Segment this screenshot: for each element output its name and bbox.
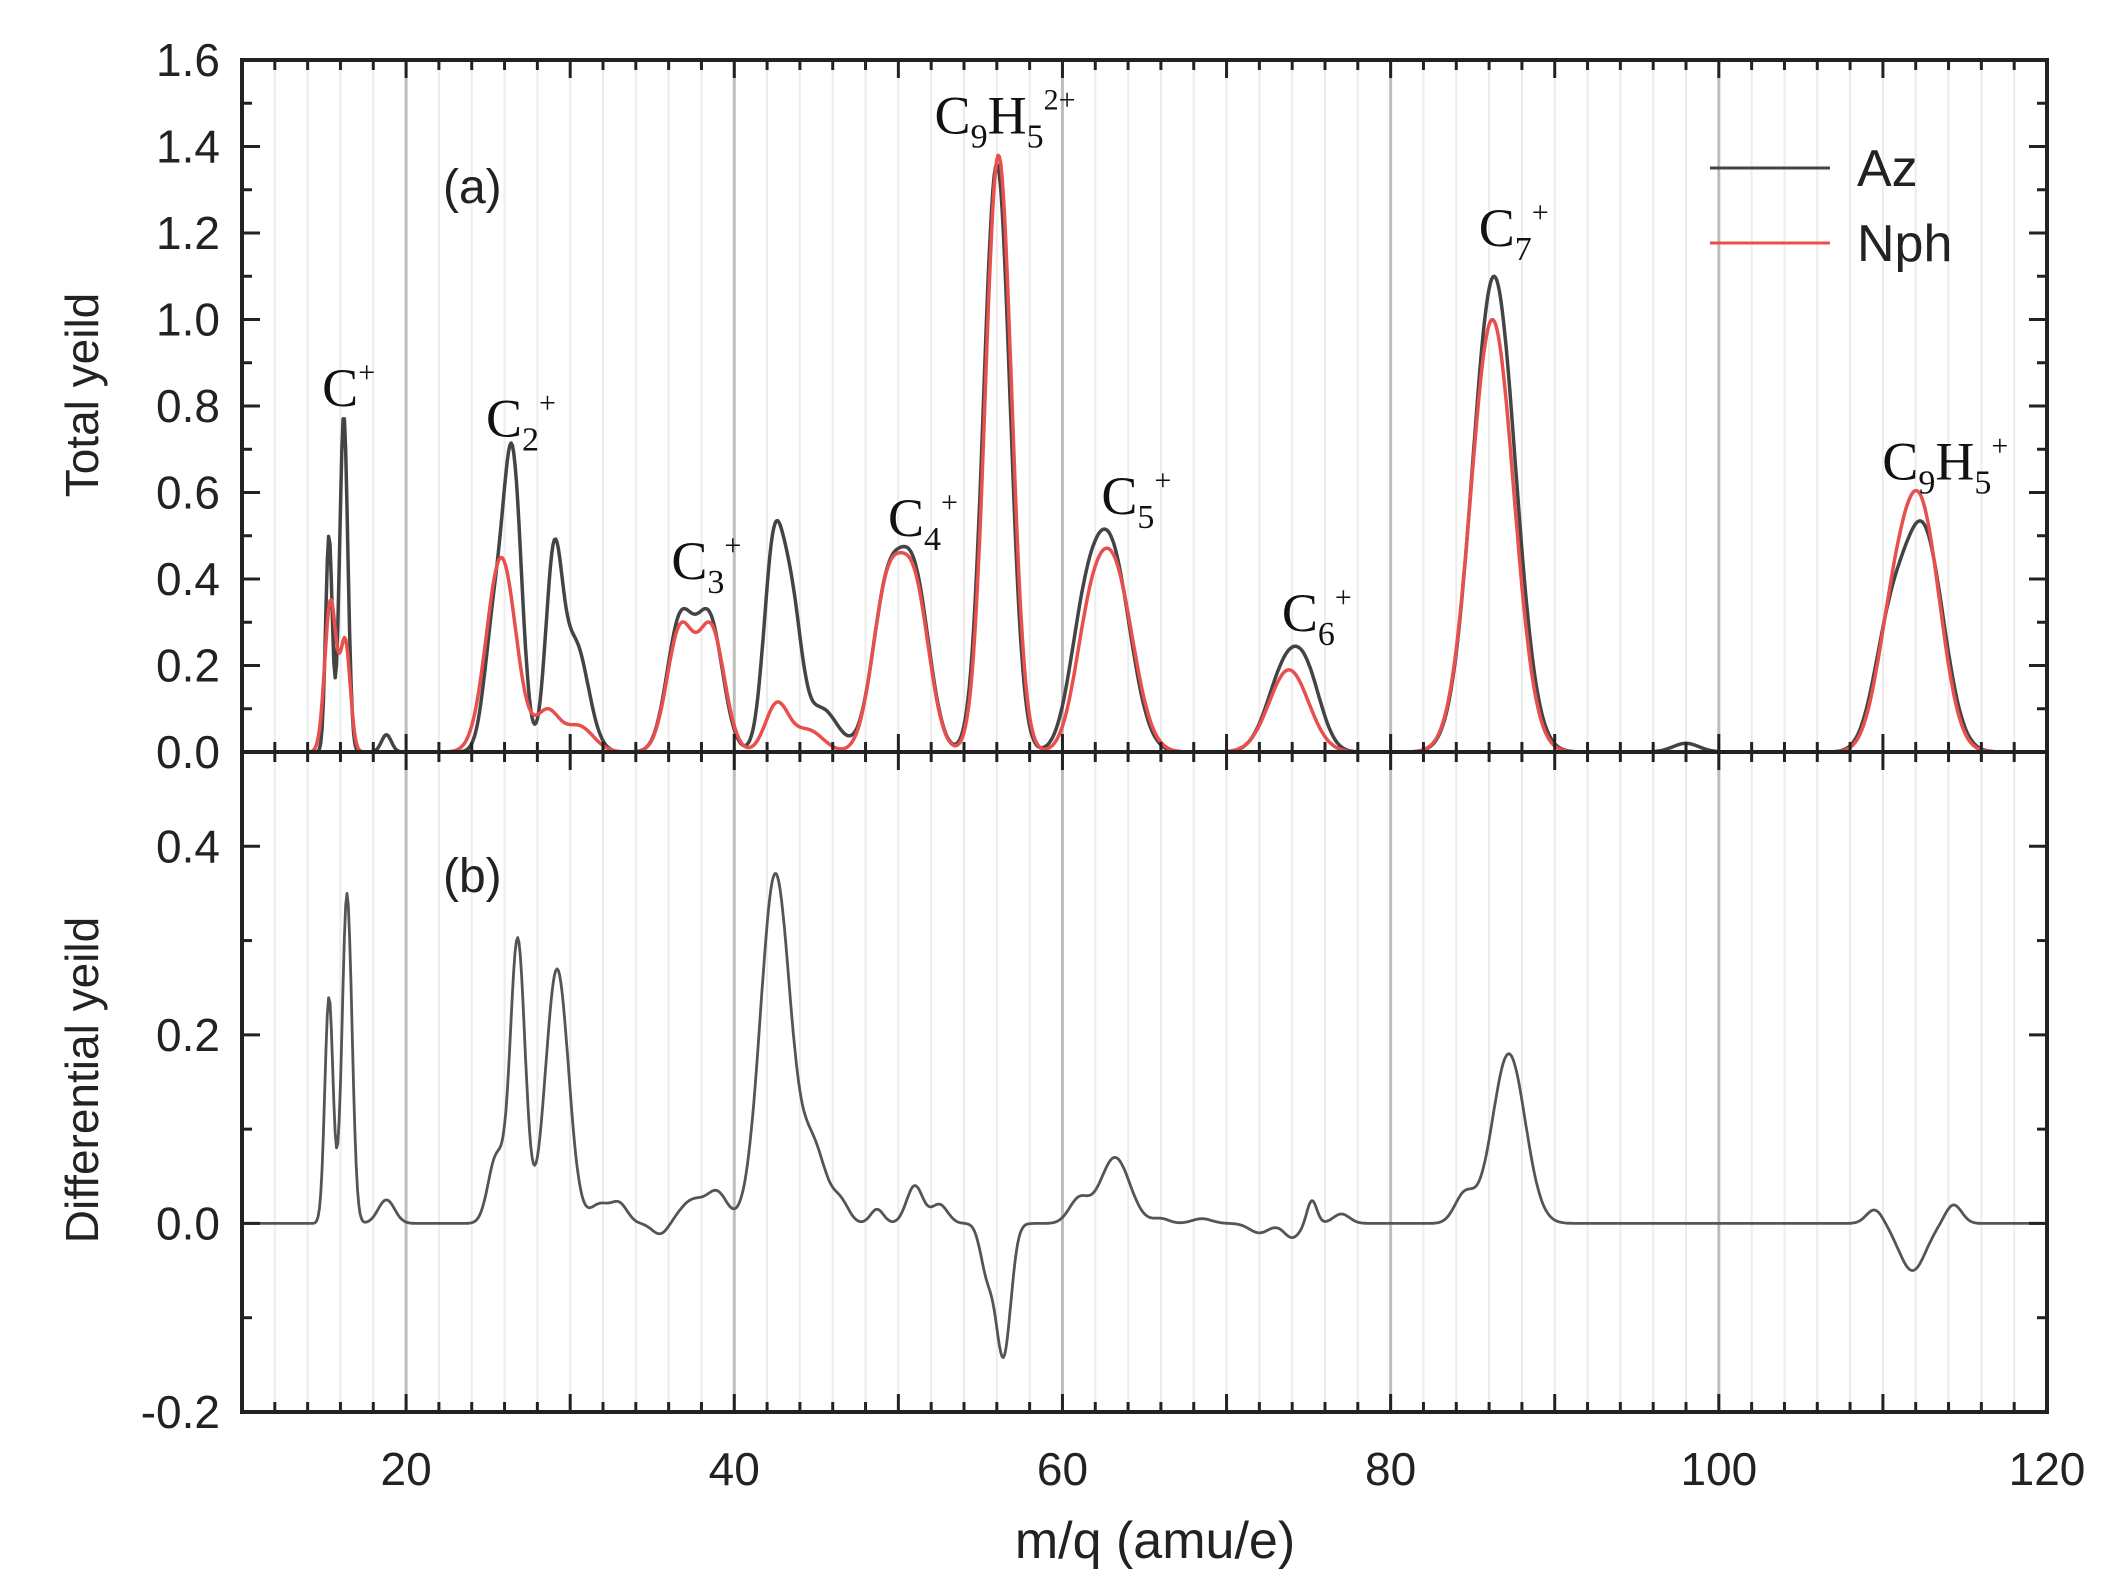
- panel-a-y-tick-label: 0.2: [156, 640, 220, 692]
- x-tick-label: 100: [1680, 1443, 1757, 1495]
- panel-b-label: (b): [443, 850, 502, 903]
- panel-a-y-tick-label: 1.2: [156, 207, 220, 259]
- legend-label-az: Az: [1857, 140, 1918, 198]
- panel-a-y-tick-label: 0.6: [156, 467, 220, 519]
- panel-a-y-tick-label: 1.6: [156, 34, 220, 86]
- peak-annotation: C5+: [1101, 464, 1171, 536]
- x-tick-label: 60: [1037, 1443, 1088, 1495]
- panel-b-y-tick-label: 0.2: [156, 1009, 220, 1061]
- panel-b-ylabel: Differential yeild: [56, 917, 108, 1243]
- x-tick-label: 40: [709, 1443, 760, 1495]
- panel-b-y-tick-label: -0.2: [141, 1386, 220, 1438]
- panel-b-y-tick-label: 0.0: [156, 1197, 220, 1249]
- panel-a-y-tick-label: 0.8: [156, 380, 220, 432]
- legend: Az Nph: [1710, 140, 1952, 273]
- panel-a-y-tick-label: 1.4: [156, 121, 220, 173]
- peak-annotation: C4+: [888, 486, 958, 558]
- legend-label-nph: Nph: [1857, 215, 1952, 273]
- x-axis-title: m/q (amu/e): [1015, 1512, 1295, 1570]
- peak-annotation: C9H5+: [1882, 430, 2008, 502]
- panel-a-label: (a): [443, 161, 502, 214]
- peak-annotation: C+: [322, 356, 375, 418]
- panel-b-frame: [240, 750, 2049, 1414]
- series-layer: [241, 153, 2048, 1359]
- peak-annotation: C6+: [1282, 581, 1352, 653]
- axes-layer: [240, 58, 2049, 1414]
- ticks-layer: [240, 58, 2049, 1414]
- panel-a-y-tick-label: 0.0: [156, 726, 220, 778]
- grid-layer: [241, 60, 2016, 1412]
- series-line-az-nph: [241, 872, 2048, 1359]
- panel-a-ylabel: Total yeild: [56, 293, 108, 498]
- peak-annotation: C7+: [1479, 196, 1549, 268]
- peak-annotation: C9H52+: [935, 84, 1076, 156]
- peak-annotation: C2+: [486, 386, 556, 458]
- labels-layer: 20 40 60 80 100 120 0.0 0.2 0.4 0.6 0.8 1.0 1.2 1.4 1.…: [141, 34, 2086, 1495]
- panel-a-y-tick-label: 1.0: [156, 294, 220, 346]
- panel-b-y-tick-label: 0.4: [156, 820, 220, 872]
- peak-annotation: C3+: [671, 529, 741, 601]
- x-tick-label: 120: [2009, 1443, 2086, 1495]
- panel-a-y-tick-label: 0.4: [156, 553, 220, 605]
- x-tick-label: 80: [1365, 1443, 1416, 1495]
- x-tick-label: 20: [381, 1443, 432, 1495]
- series-line-az: [241, 162, 2048, 754]
